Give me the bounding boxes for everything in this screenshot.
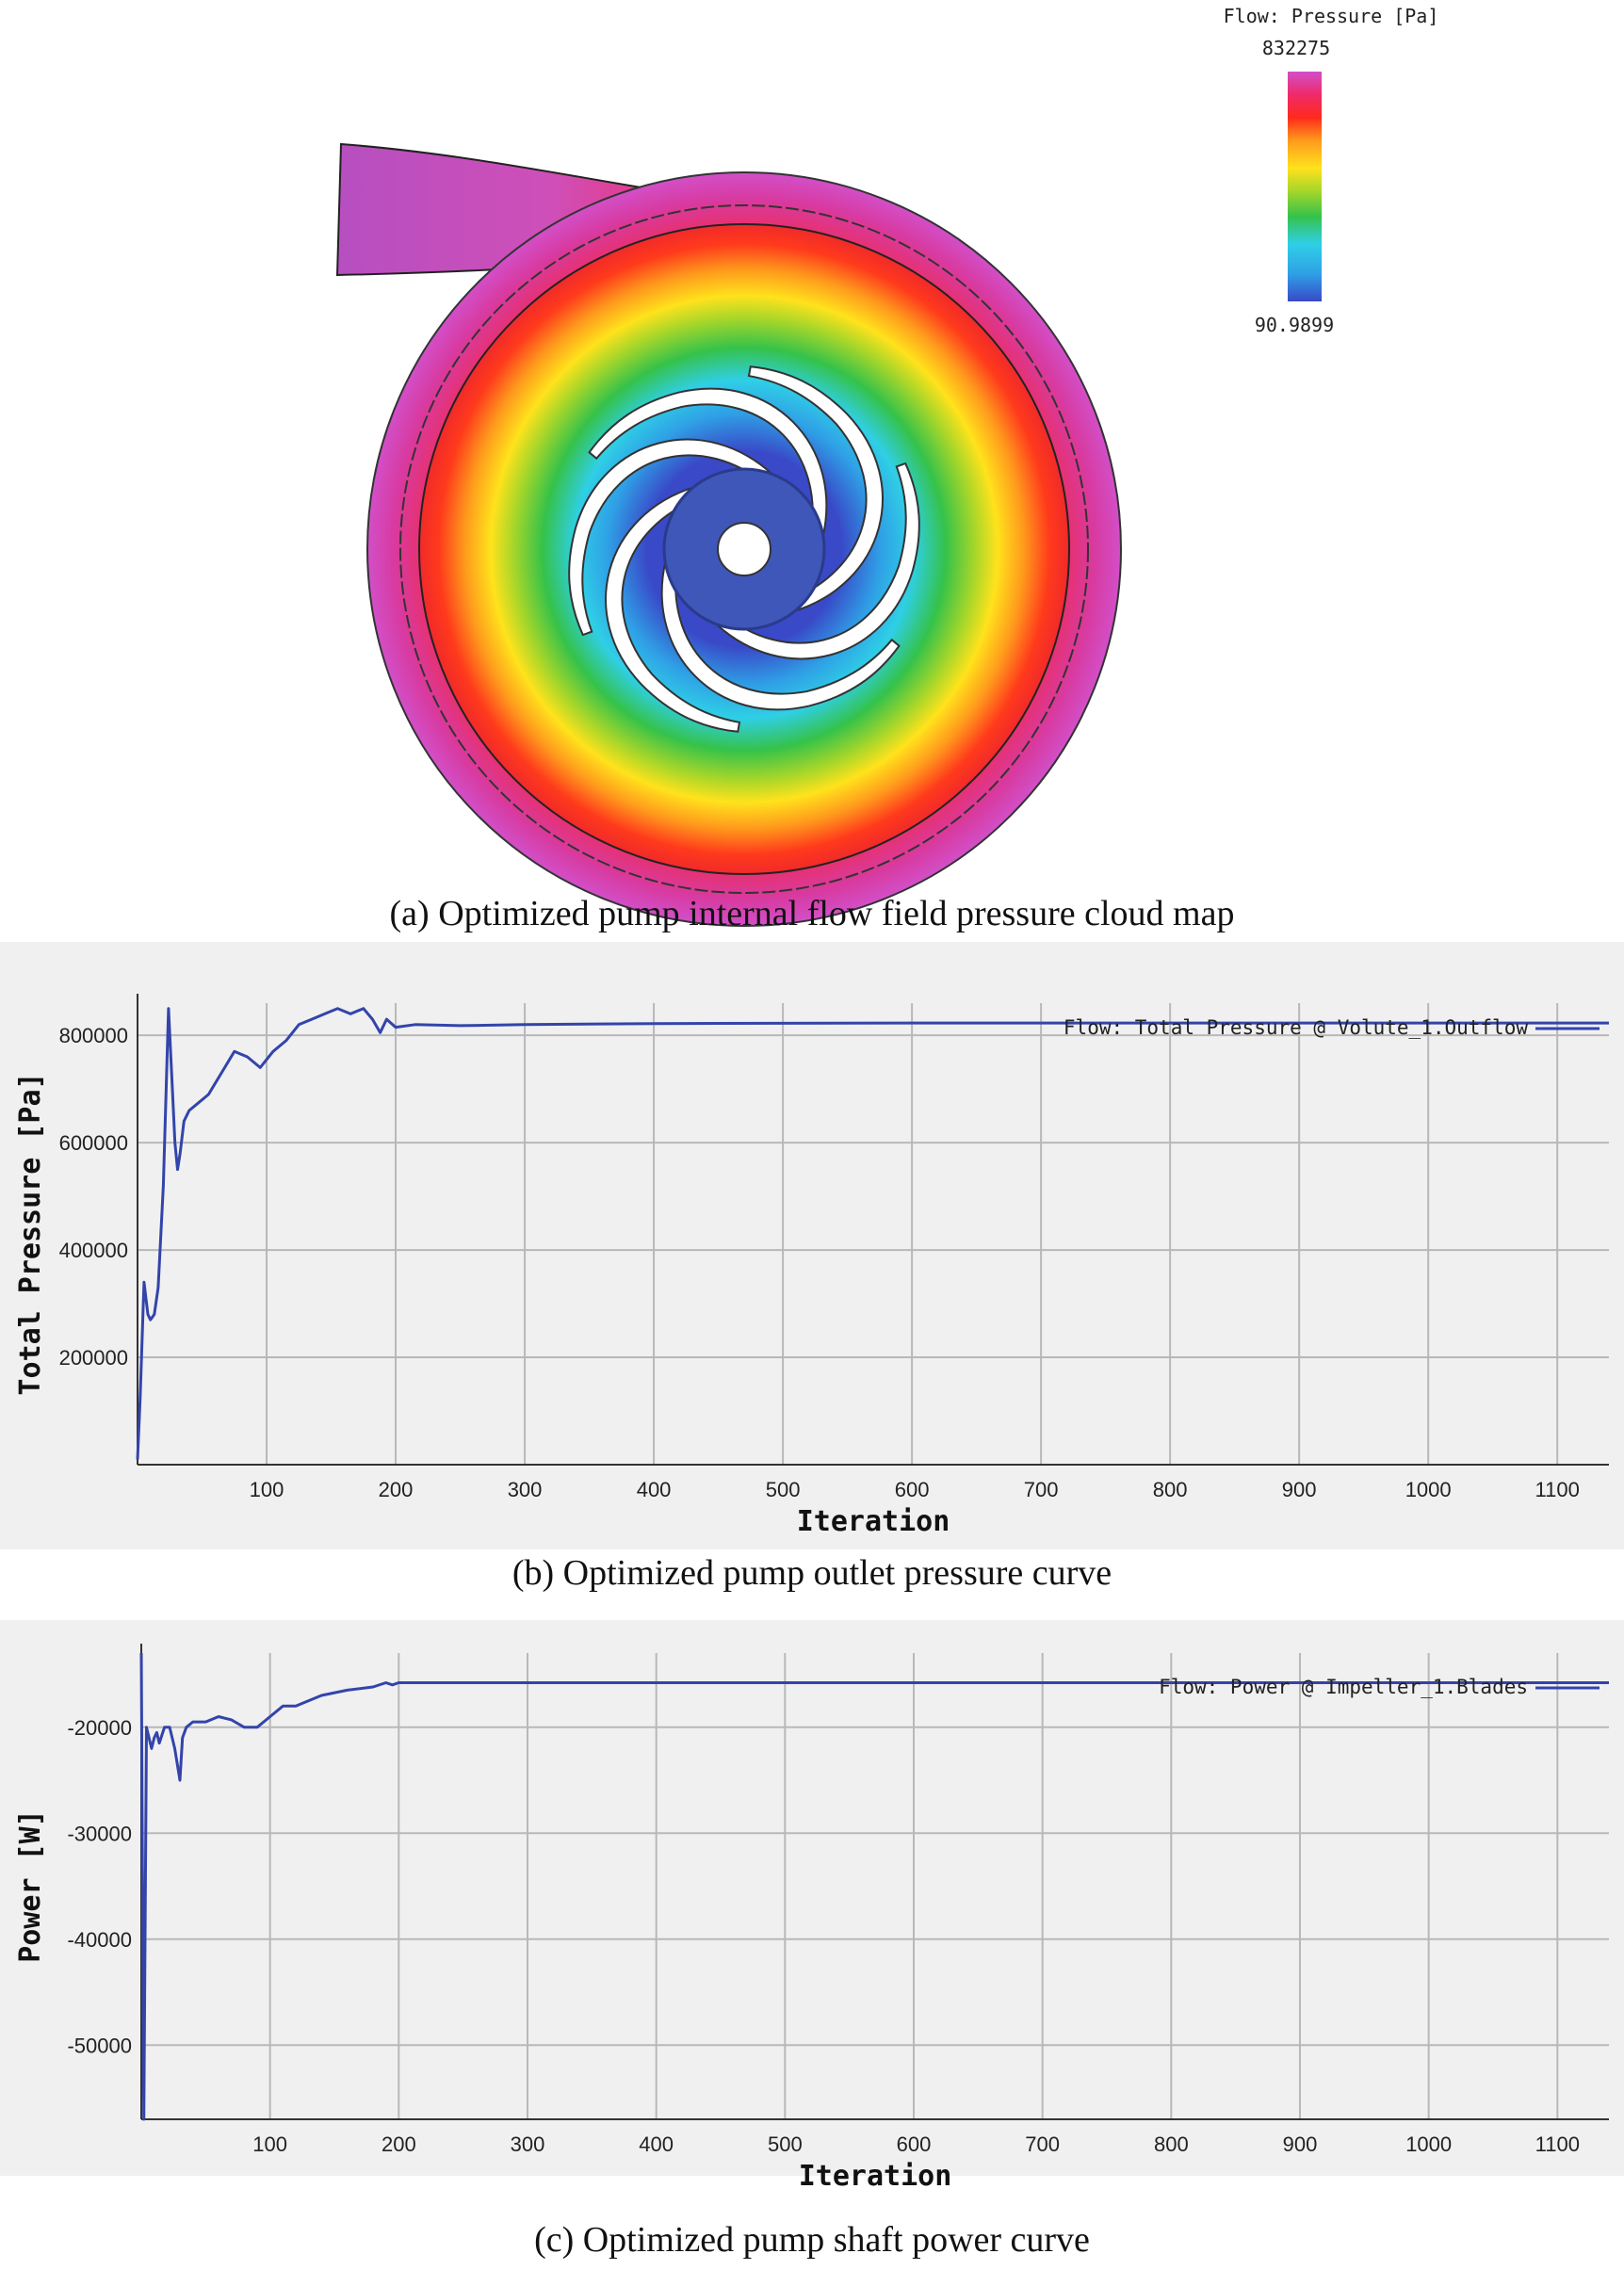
x-tick-label: 900 [1282, 1478, 1317, 1501]
x-tick-label: 300 [508, 1478, 543, 1501]
pressure-map-svg: Flow: Pressure [Pa] 832275 90.9899 [335, 5, 1439, 927]
x-tick-label: 500 [768, 2132, 803, 2156]
caption-c: (c) Optimized pump shaft power curve [534, 2220, 1090, 2260]
legend-min-label: 90.9899 [1255, 314, 1334, 336]
plot-area [141, 1653, 1609, 2119]
x-tick-label: 100 [250, 1478, 284, 1501]
power-chart: 100 200 300 400 500 600 700 800 900 1000 1100 -2000… [0, 1620, 1624, 2193]
y-axis-label: Power [W] [14, 1809, 47, 1963]
y-tick-label: 200000 [59, 1346, 128, 1370]
x-tick-label: 900 [1283, 2132, 1318, 2156]
volute-inner-line [399, 204, 1089, 894]
x-tick-label: 300 [511, 2132, 545, 2156]
x-tick-label: 800 [1153, 1478, 1188, 1501]
x-axis-label: Iteration [799, 2160, 952, 2193]
impeller-blade [660, 559, 901, 711]
series-line [136, 1007, 1609, 1460]
legend-label: Flow: Total Pressure @ Volute_1.Outflow [1064, 1016, 1528, 1039]
y-tick-label: 400000 [59, 1239, 128, 1262]
y-tick-label: -30000 [67, 1822, 132, 1845]
x-tick-label: 400 [639, 2132, 674, 2156]
plot-area [138, 1003, 1609, 1465]
impeller-blade [747, 365, 884, 613]
x-tick-label: 200 [382, 2132, 416, 2156]
x-tick-label: 1100 [1535, 1478, 1580, 1501]
y-tick-label: 600000 [59, 1131, 128, 1155]
impeller-blade [713, 462, 920, 660]
x-tick-label: 700 [1025, 2132, 1060, 2156]
x-tick-label: 700 [1024, 1478, 1059, 1501]
x-tick-label: 800 [1154, 2132, 1189, 2156]
y-tick-label: -50000 [67, 2034, 132, 2057]
legend-title: Flow: Pressure [Pa] [1224, 5, 1439, 27]
panel-b-pressure-curve: 100 200 300 400 500 600 700 800 900 1000 1100 20000… [0, 942, 1624, 1601]
x-tick-label: 1000 [1405, 2132, 1452, 2156]
y-tick-label: -20000 [67, 1716, 132, 1740]
shaft-hole [717, 522, 771, 576]
x-tick-label: 400 [637, 1478, 672, 1501]
x-tick-label: 600 [895, 1478, 930, 1501]
x-tick-label: 600 [897, 2132, 932, 2156]
impeller-blade [568, 438, 775, 637]
x-axis-label: Iteration [797, 1505, 950, 1538]
x-tick-label: 1100 [1535, 2132, 1580, 2156]
legend-color-bar [1288, 72, 1322, 301]
y-axis-label: Total Pressure [Pa] [14, 1072, 47, 1395]
legend-max-label: 832275 [1262, 37, 1330, 59]
impeller-blade [605, 485, 741, 733]
impeller-blade [588, 387, 828, 539]
legend-label: Flow: Power @ Impeller_1.Blades [1159, 1676, 1528, 1698]
y-tick-label: 800000 [59, 1024, 128, 1047]
x-tick-label: 100 [252, 2132, 287, 2156]
y-tick-label: -40000 [67, 1928, 132, 1952]
pressure-chart: 100 200 300 400 500 600 700 800 900 1000 1100 20000… [0, 942, 1624, 1549]
x-tick-label: 1000 [1405, 1478, 1452, 1501]
series-line [139, 1652, 1609, 2121]
caption-b: (b) Optimized pump outlet pressure curve [512, 1553, 1112, 1593]
x-tick-label: 500 [766, 1478, 801, 1501]
x-tick-label: 200 [379, 1478, 414, 1501]
caption-a: (a) Optimized pump internal flow field p… [389, 894, 1235, 933]
panel-a-pressure-map: Flow: Pressure [Pa] 832275 90.9899 (a) O… [0, 0, 1624, 942]
impeller-blades [568, 365, 920, 733]
panel-c-power-curve: 100 200 300 400 500 600 700 800 900 1000 1100 -2000… [0, 1620, 1624, 2270]
